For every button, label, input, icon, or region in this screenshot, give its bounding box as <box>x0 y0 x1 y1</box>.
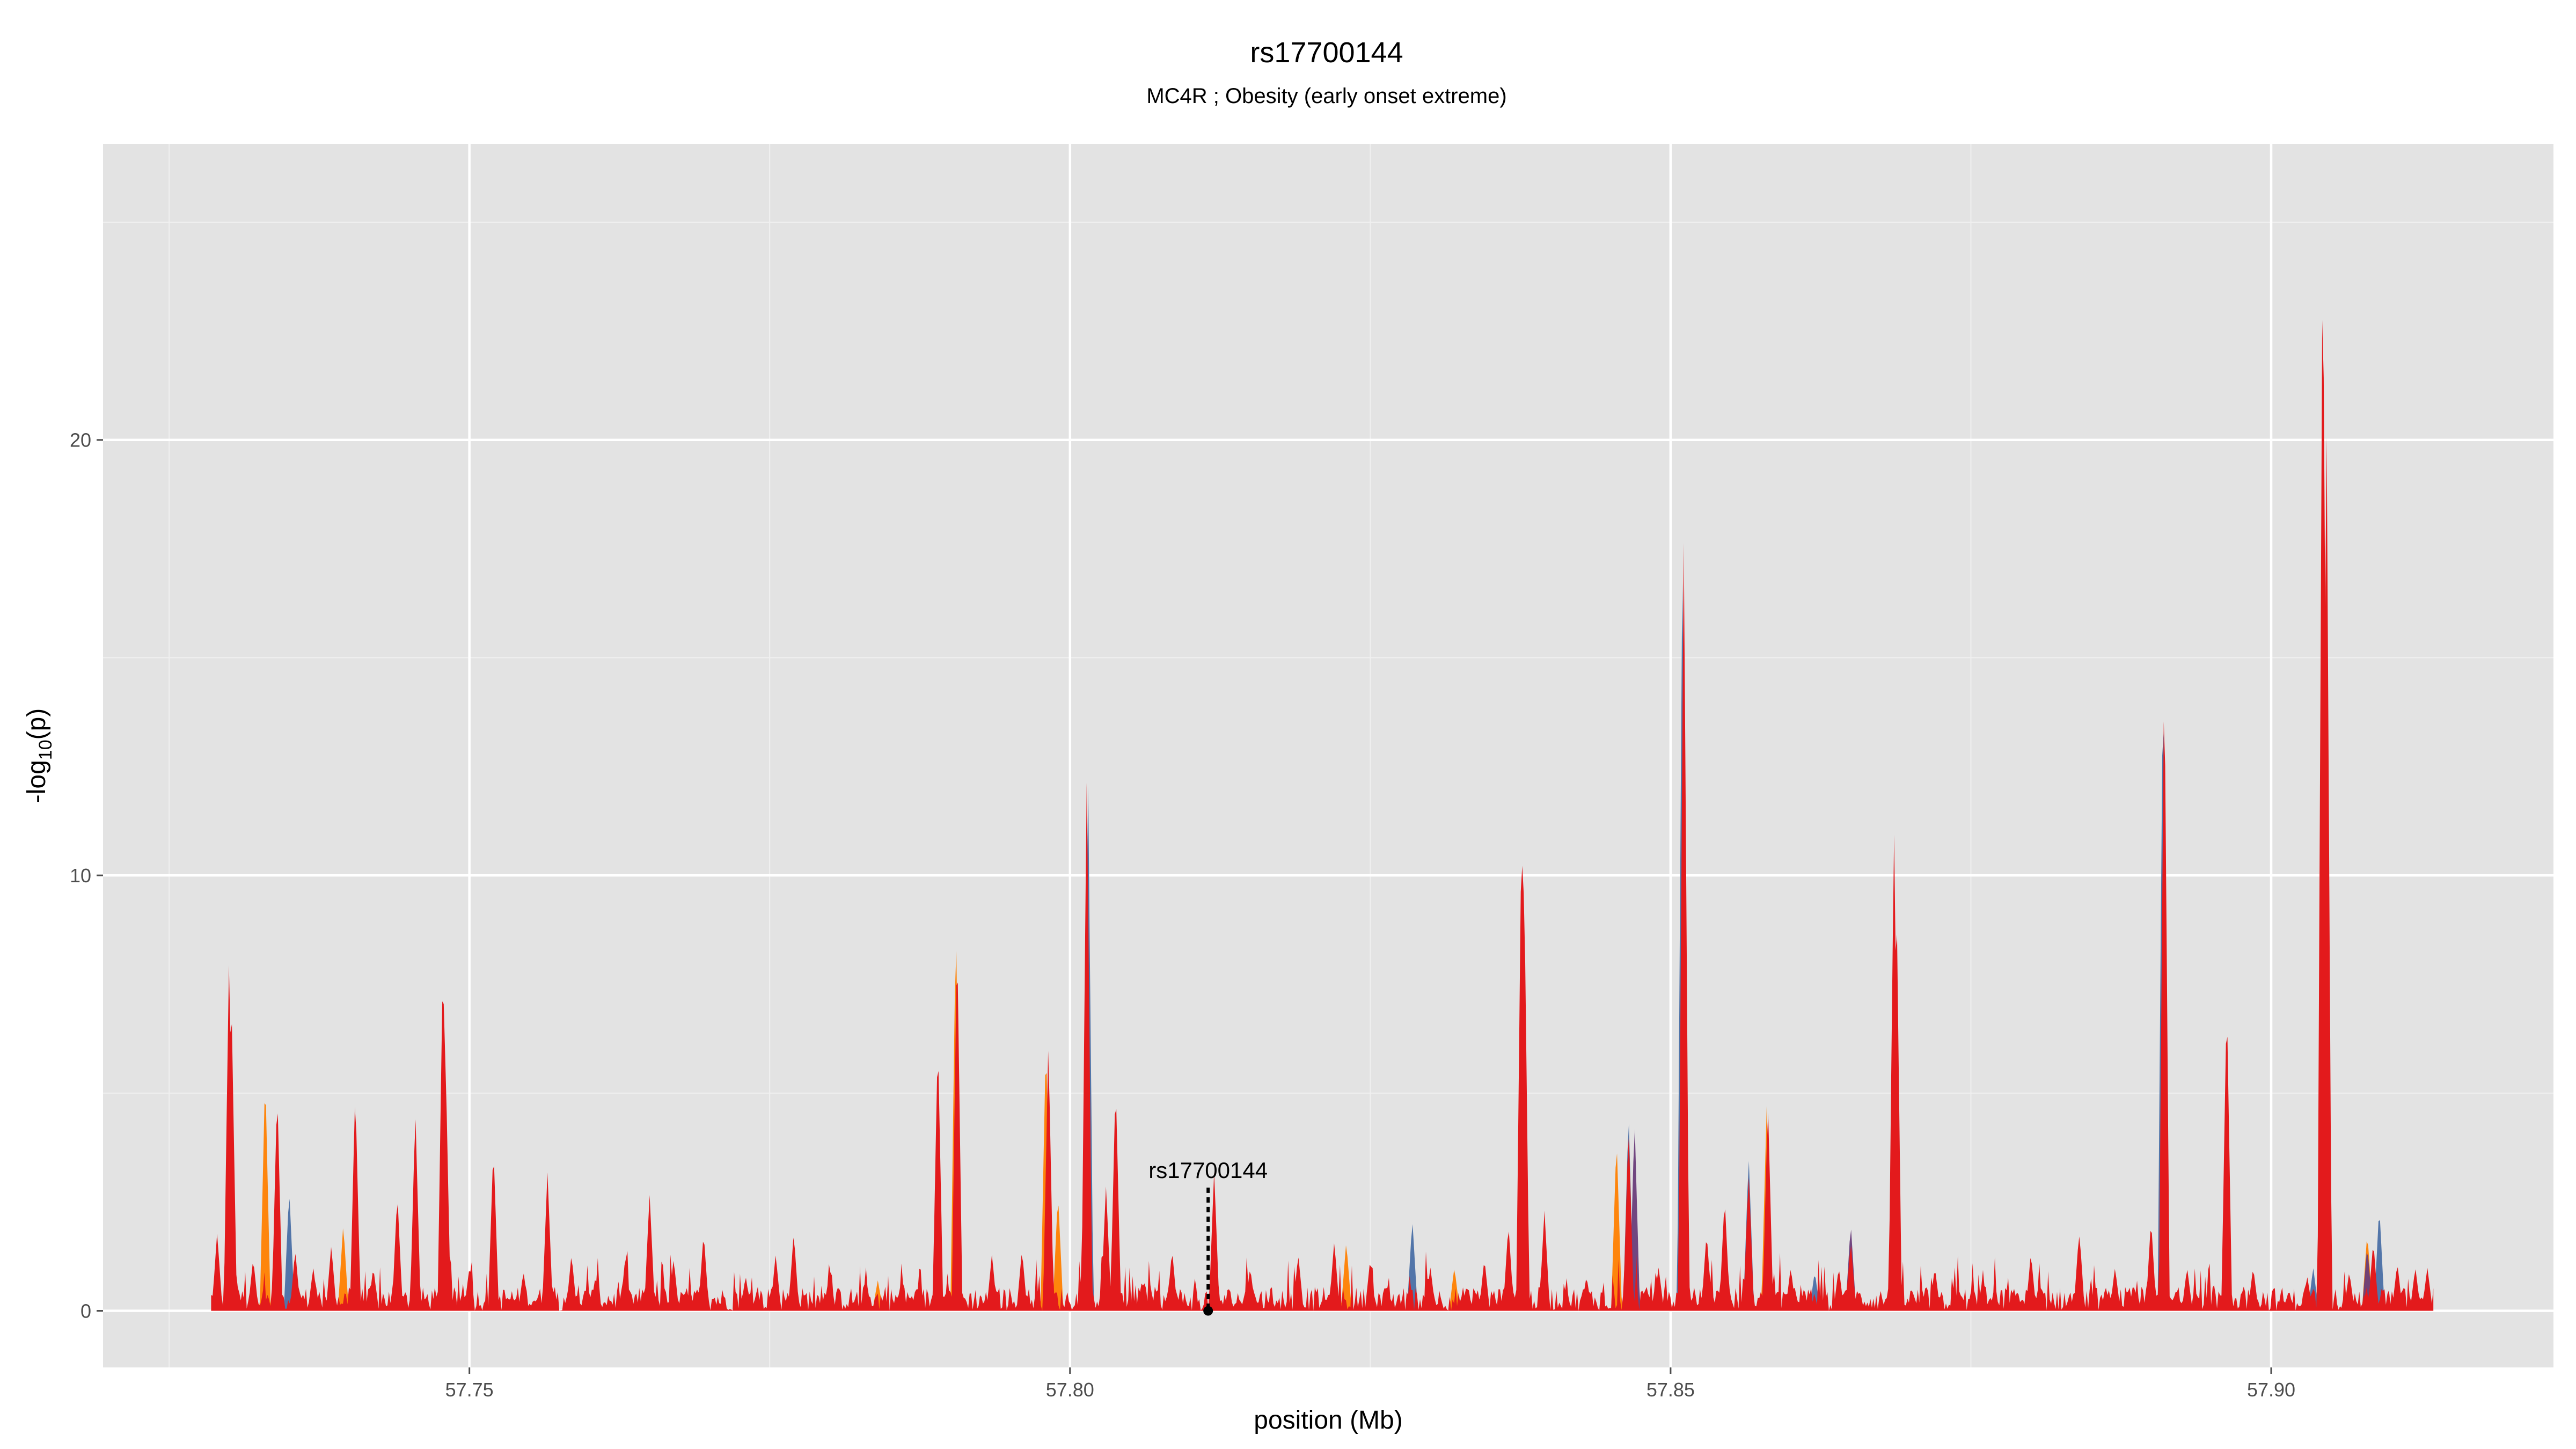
y-tick-label: 0 <box>80 1300 91 1322</box>
y-axis-title-subscript: 10 <box>35 740 56 760</box>
major-gridlines <box>103 144 2553 1367</box>
y-axis-title-main: -log <box>23 760 51 803</box>
chart-title: rs17700144 <box>1250 36 1403 69</box>
x-tick-label: 57.80 <box>1046 1379 1094 1401</box>
annotation-layer: rs17700144 <box>1148 1158 1268 1316</box>
annotation-point <box>1203 1306 1213 1316</box>
chart-subtitle: MC4R ; Obesity (early onset extreme) <box>1146 84 1506 108</box>
y-tick-label: 10 <box>70 865 91 887</box>
x-tick-label: 57.75 <box>445 1379 494 1401</box>
x-tick-label: 57.85 <box>1646 1379 1695 1401</box>
y-axis-title-tail: (p) <box>23 708 51 740</box>
x-axis: 57.75 57.80 57.85 57.90 <box>445 1367 2295 1401</box>
minor-gridlines <box>103 144 2553 1367</box>
plot-panel <box>103 144 2553 1367</box>
x-tick-label: 57.90 <box>2247 1379 2295 1401</box>
y-tick-label: 20 <box>70 429 91 451</box>
x-axis-title: position (Mb) <box>1254 1406 1402 1435</box>
y-axis-title: -log10(p) <box>23 708 56 803</box>
y-axis: 0 10 20 <box>70 429 103 1322</box>
annotation-label: rs17700144 <box>1148 1158 1268 1183</box>
